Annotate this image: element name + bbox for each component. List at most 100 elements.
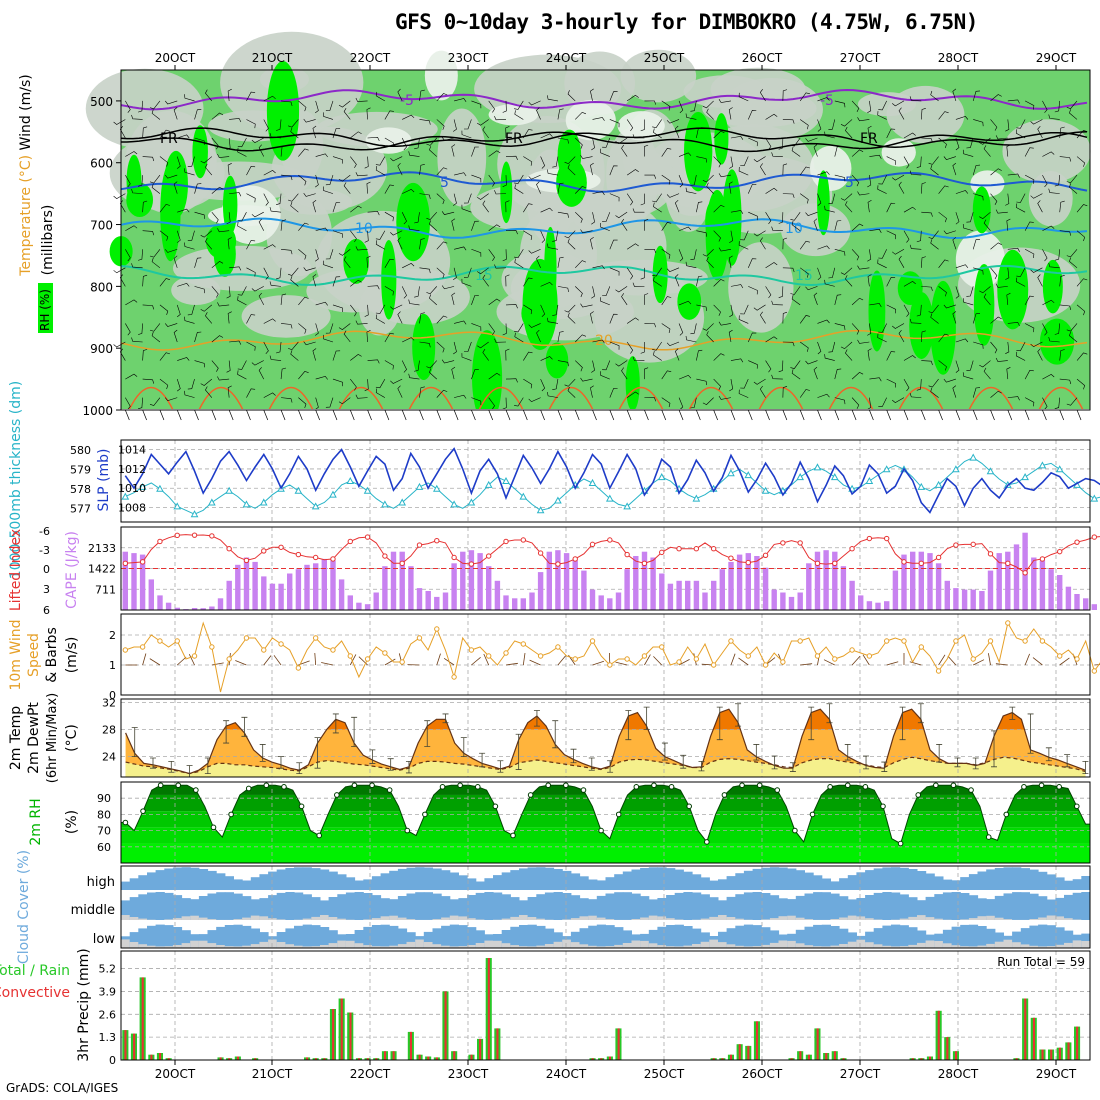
wind-barb: [851, 174, 860, 187]
cloud-bar: [977, 898, 987, 920]
wind-barb: [898, 181, 905, 194]
precip-convective-bar: [236, 1056, 239, 1060]
wind-barb: [461, 353, 472, 361]
wind-barb: [402, 263, 415, 269]
wind-barb: [151, 183, 161, 194]
wind-barb: [375, 240, 386, 250]
wind-barb: [575, 286, 583, 298]
lifted-index-marker: [295, 551, 302, 558]
temp-minmax-bar: [917, 703, 924, 724]
rh2m-marker: [651, 782, 657, 789]
wind-barb: [258, 292, 265, 306]
cloud-bar: [475, 892, 485, 920]
thickness-marker: [311, 502, 320, 510]
wind-barb: [401, 137, 407, 151]
rh-dry-patch: [594, 272, 705, 363]
cloud-low-bar: [397, 917, 408, 920]
wind10m-marker: [901, 638, 907, 644]
cloud-bar: [865, 931, 875, 948]
rh-very-dry-patch: [424, 50, 458, 101]
wind-barb: [488, 372, 501, 380]
rh2m-tick-label: 90: [97, 792, 111, 805]
thickness-ylabel: 1000-500mb thickness (dm): [8, 381, 24, 579]
wind10m-barb: [851, 655, 861, 666]
thickness-marker: [484, 480, 493, 488]
wind-barb: [753, 156, 766, 163]
wind-barb: [125, 174, 131, 188]
wind-barb: [482, 200, 489, 213]
wind-barb: [1037, 274, 1043, 287]
wind-barb: [325, 174, 334, 186]
wind-barb: [765, 137, 772, 150]
thickness-marker: [259, 498, 268, 506]
wind-barb: [523, 378, 533, 389]
cape-bar: [1039, 560, 1046, 610]
cloud-bar: [259, 874, 269, 890]
rh-moist-patch: [897, 271, 923, 305]
rh-very-dry-patch: [565, 99, 616, 141]
cloud-low-bar: [501, 918, 511, 920]
wind-barb: [990, 242, 1002, 250]
wind-barb: [375, 166, 386, 176]
wind-barb: [149, 174, 161, 184]
wind-barb: [878, 397, 887, 407]
cloud-bar: [155, 924, 165, 948]
rh2m-marker: [422, 811, 428, 818]
wind10m-barb: [149, 658, 161, 666]
wind-barb: [401, 286, 407, 299]
cloud-bar: [1064, 880, 1074, 890]
cloud-low-bar: [570, 942, 581, 948]
wind-barb: [632, 282, 645, 287]
wind-barb: [217, 302, 230, 307]
wind-barb: [375, 378, 386, 389]
wind-barb: [644, 293, 649, 305]
wind-barb: [505, 230, 518, 235]
wind-barb: [494, 338, 507, 343]
thickness-marker: [1055, 465, 1064, 473]
cloud-bar: [328, 871, 338, 890]
cape-bar: [520, 598, 526, 610]
wind-barb: [1024, 249, 1035, 259]
wind-barb: [159, 129, 170, 139]
surface-barb: [315, 409, 320, 421]
cloud-bar: [899, 894, 909, 920]
wind-barb: [355, 97, 368, 102]
cloud-low-bar: [960, 946, 970, 948]
cloud-bar: [562, 870, 572, 890]
cloud-bar: [1046, 899, 1056, 920]
temp2m-ylabel-4: (°C): [64, 724, 80, 752]
wind-barb: [366, 255, 371, 268]
wind-barb: [867, 348, 872, 361]
lifted-index-ylabel: Lifted Index: [8, 529, 24, 611]
wind-barb: [151, 257, 161, 269]
cloud-bar: [847, 899, 857, 920]
wind-barb: [869, 154, 882, 159]
wind-barb: [1006, 367, 1011, 380]
wind-barb: [892, 100, 905, 107]
footer-credit: GrADS: COLA/IGES: [6, 1081, 119, 1095]
cloud-bar: [614, 874, 624, 890]
cloud-bar: [449, 899, 459, 920]
wind10m-frame: [120, 613, 1091, 696]
cloud-bar: [934, 876, 944, 890]
wind10m-marker: [1039, 638, 1046, 644]
cloud-bar: [510, 926, 520, 948]
wind-barb: [615, 286, 628, 293]
cloud-bar: [588, 899, 598, 920]
cloud-bar: [1064, 930, 1074, 948]
cloud-low-bar: [129, 942, 139, 948]
cloud-bar: [960, 893, 970, 920]
wind-barb: [799, 240, 810, 250]
wind-barb: [350, 156, 357, 168]
cloud-low-bar: [527, 917, 537, 920]
thickness-marker: [813, 463, 822, 471]
wind-barb: [419, 193, 431, 199]
wind-barb: [730, 358, 744, 363]
cloud-bar: [363, 879, 373, 890]
cloud-bar: [743, 870, 754, 890]
rh-moist-patch: [412, 313, 436, 380]
wind-barb: [609, 341, 620, 350]
precip-convective-bar: [833, 1051, 836, 1060]
wind-barb: [528, 100, 541, 106]
rh-moist-patch: [205, 224, 237, 259]
